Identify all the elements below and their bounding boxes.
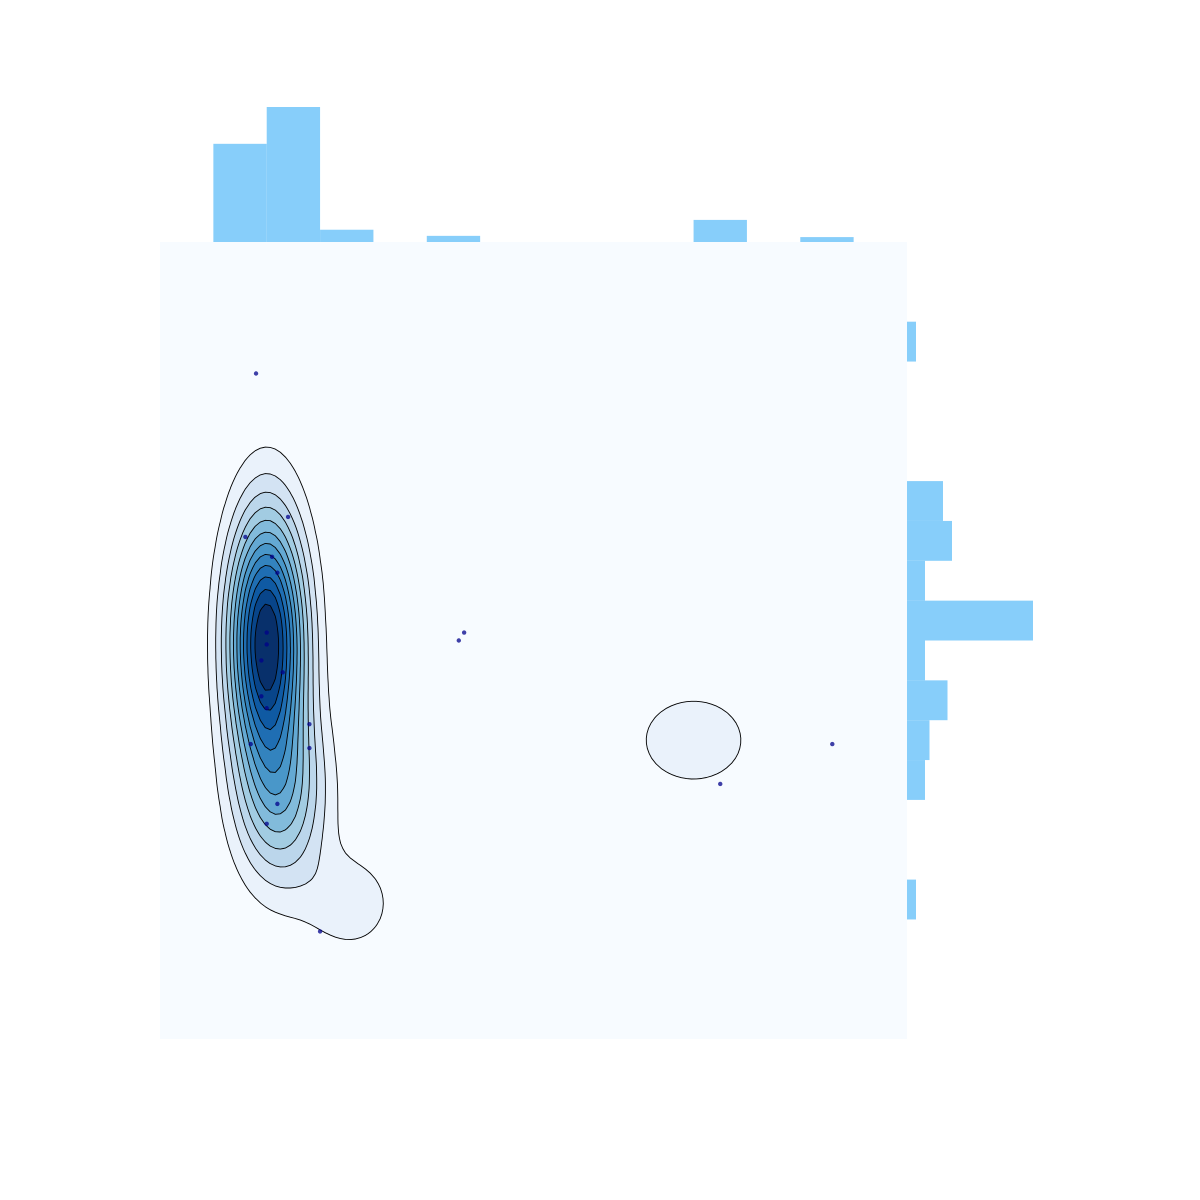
right-hist-bar xyxy=(907,520,952,561)
right-marginal-histogram xyxy=(907,321,1033,920)
right-hist-bar xyxy=(907,640,925,681)
right-hist-bar xyxy=(907,680,948,721)
scatter-point xyxy=(259,694,264,699)
scatter-point xyxy=(307,721,312,727)
top-hist-bar xyxy=(213,143,267,242)
scatter-point xyxy=(461,630,467,635)
scatter-point xyxy=(264,706,269,711)
right-hist-bar xyxy=(907,760,925,800)
right-hist-bar xyxy=(907,481,943,521)
top-hist-bar xyxy=(320,229,374,242)
scatter-point xyxy=(830,741,835,747)
top-hist-bar xyxy=(266,107,321,242)
scatter-point xyxy=(264,642,269,647)
top-marginal-histogram xyxy=(213,107,854,242)
scatter-points xyxy=(243,371,835,934)
right-hist-bar xyxy=(907,879,916,920)
contour-level-12 xyxy=(254,603,280,691)
right-hist-bar xyxy=(907,321,916,362)
scatter-point xyxy=(285,514,291,520)
contour-level-1 xyxy=(645,700,742,780)
right-hist-bar xyxy=(907,720,930,761)
scatter-point xyxy=(264,630,269,635)
scatter-point xyxy=(275,801,280,807)
scatter-point xyxy=(275,570,280,575)
kde-contours xyxy=(207,446,742,941)
scatter-point xyxy=(264,821,269,827)
scatter-point xyxy=(269,554,275,560)
top-hist-bar xyxy=(693,219,747,242)
scatter-point xyxy=(718,781,723,787)
scatter-point xyxy=(243,534,248,540)
right-hist-bar xyxy=(907,600,1033,641)
scatter-point xyxy=(307,745,312,751)
scatter-point xyxy=(253,371,259,376)
scatter-point xyxy=(259,658,264,663)
right-hist-bar xyxy=(907,560,925,601)
top-hist-bar xyxy=(800,237,854,242)
scatter-point xyxy=(280,670,285,675)
top-hist-bar xyxy=(426,235,481,242)
scatter-point xyxy=(248,741,253,747)
scatter-point xyxy=(456,638,461,643)
scatter-point xyxy=(317,929,323,934)
